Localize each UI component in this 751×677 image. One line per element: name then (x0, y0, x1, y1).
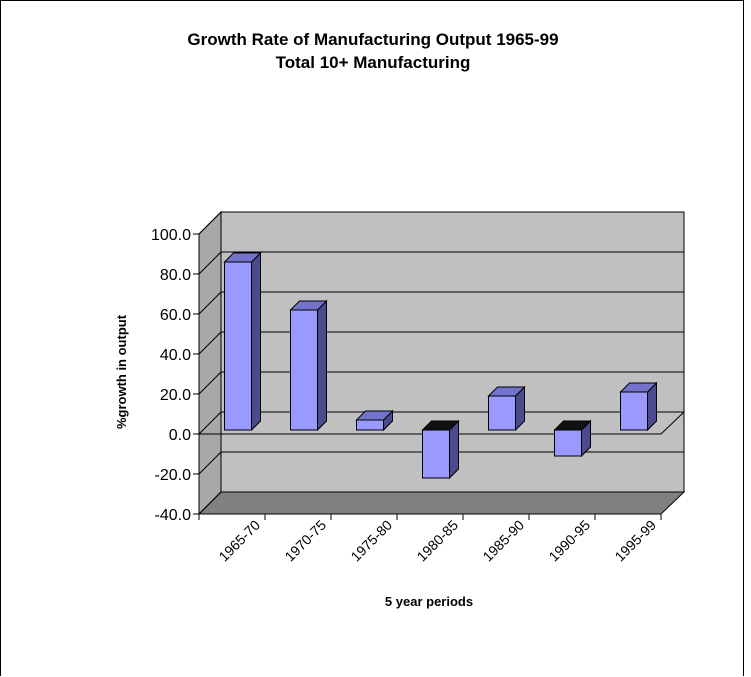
x-tick-label: 1985-90 (479, 517, 527, 565)
y-axis-label: %growth in output (114, 314, 129, 429)
bar-side (317, 299, 327, 432)
bar-front (290, 309, 318, 431)
y-tick-label: 40.0 (160, 347, 191, 364)
x-tick-label: 1965-70 (215, 517, 263, 565)
y-tick-labels: 100.0 80.0 60.0 40.0 20.0 0.0 -20.0 -40.0 (151, 227, 191, 524)
gridline-side (198, 451, 222, 475)
gridline-side (198, 371, 222, 395)
x-tick-label: 1975-80 (347, 517, 395, 565)
gridline-side (198, 411, 222, 435)
chart-side-wall (198, 210, 222, 516)
x-axis-label: 5 year periods (385, 594, 473, 609)
bar-front (488, 395, 516, 431)
bar (421, 419, 460, 480)
x-tick-label: 1990-95 (545, 517, 593, 565)
y-tick-label: -20.0 (155, 467, 192, 484)
bar (619, 381, 658, 432)
x-tick-label: 1995-99 (611, 517, 659, 565)
bar-side (449, 419, 459, 480)
bar (553, 419, 592, 458)
y-tick-label: 60.0 (160, 307, 191, 324)
y-tick-label: -40.0 (155, 507, 192, 524)
y-tick-label: 100.0 (151, 227, 191, 244)
y-tick-label: 20.0 (160, 387, 191, 404)
gridline-side (198, 291, 222, 315)
bar (355, 409, 394, 432)
bar-front (224, 261, 252, 431)
chart-floor (197, 491, 686, 515)
zero-line-side (660, 411, 685, 435)
x-tick-label: 1970-75 (281, 517, 329, 565)
bar (289, 299, 328, 432)
chart-title: Growth Rate of Manufacturing Output 1965… (187, 30, 559, 49)
gridline-side (198, 211, 222, 235)
bar-side (251, 251, 261, 432)
bar-front (356, 419, 384, 431)
gridline-side (198, 331, 222, 355)
gridline-side (198, 491, 222, 515)
axes (193, 233, 662, 520)
x-tick-label: 1980-85 (413, 517, 461, 565)
bar (223, 251, 262, 432)
y-tick-label: 80.0 (160, 267, 191, 284)
y-tick-label: 0.0 (169, 427, 191, 444)
bars (223, 251, 658, 480)
x-tick-labels: 1965-70 1970-75 1975-80 1980-85 1985-90 1990-… (215, 517, 659, 565)
bar (487, 385, 526, 432)
chart-subtitle: Total 10+ Manufacturing (275, 53, 471, 72)
bar-front (422, 429, 450, 479)
bar-front (620, 391, 648, 431)
bar-front (554, 429, 582, 457)
gridline-side (198, 251, 222, 275)
